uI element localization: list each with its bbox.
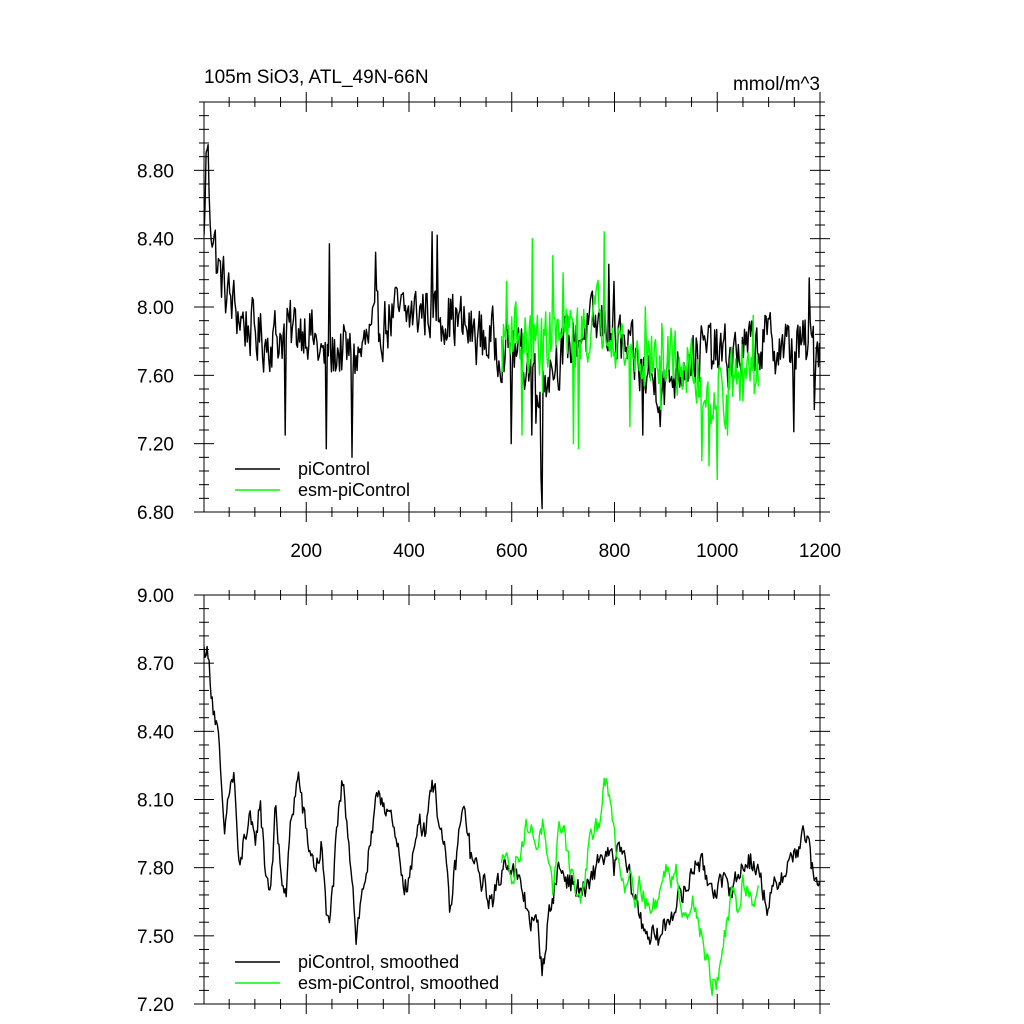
legend-label-esm-picontrol: esm-piControl: [298, 480, 410, 500]
series-line-picontrol-smoothed: [204, 645, 820, 977]
top-panel-units: mmol/m^3: [733, 74, 820, 95]
y-tick-label: 7.60: [137, 366, 174, 387]
y-tick-label: 7.20: [137, 435, 174, 456]
y-tick-label: 8.40: [137, 230, 174, 251]
y-tick-label: 8.40: [137, 722, 174, 743]
y-tick-label: 7.20: [137, 995, 174, 1016]
y-tick-label: 8.80: [137, 161, 174, 182]
y-tick-label: 7.80: [137, 859, 174, 880]
bottom-panel-y-tick-labels: 7.20 7.50 7.80 8.10 8.40 8.70 9.00: [137, 586, 174, 1016]
bottom-panel-legend: piControl, smoothed esm-piControl, smoot…: [235, 952, 499, 993]
bottom-panel-ticks: [194, 585, 830, 1014]
bottom-panel-frame: [203, 594, 821, 1005]
series-line-esm-picontrol: [500, 231, 759, 481]
top-panel-x-tick-labels: 200 400 600 800 1000 1200: [290, 541, 841, 562]
y-tick-label: 8.10: [137, 791, 174, 812]
y-tick-label: 7.50: [137, 927, 174, 948]
top-panel: 105m SiO3, ATL_49N-66N mmol/m^3 6.80 7.20…: [137, 67, 841, 562]
y-tick-label: 9.00: [137, 586, 174, 607]
legend-label-picontrol: piControl: [298, 459, 370, 479]
series-line-picontrol: [204, 144, 820, 510]
x-tick-label: 1200: [799, 541, 841, 562]
legend-label-picontrol-smoothed: piControl, smoothed: [298, 952, 459, 972]
top-panel-y-tick-labels: 6.80 7.20 7.60 8.00 8.40 8.80: [137, 161, 174, 524]
top-panel-frame: [203, 101, 821, 513]
y-tick-label: 8.00: [137, 298, 174, 319]
x-tick-label: 200: [290, 541, 322, 562]
y-tick-label: 8.70: [137, 654, 174, 675]
top-panel-legend: piControl esm-piControl: [235, 459, 410, 500]
series-line-esm-picontrol-smoothed: [500, 777, 759, 996]
top-panel-series: [204, 144, 820, 510]
bottom-panel: 7.20 7.50 7.80 8.10 8.40 8.70 9.00 piControl, …: [137, 585, 830, 1016]
bottom-panel-series: [204, 645, 820, 996]
y-tick-label: 6.80: [137, 503, 174, 524]
legend-label-esm-picontrol-smoothed: esm-piControl, smoothed: [298, 973, 499, 993]
x-tick-label: 800: [599, 541, 631, 562]
x-tick-label: 1000: [696, 541, 738, 562]
top-panel-title: 105m SiO3, ATL_49N-66N: [204, 67, 429, 88]
x-tick-label: 400: [393, 541, 425, 562]
x-tick-label: 600: [496, 541, 528, 562]
